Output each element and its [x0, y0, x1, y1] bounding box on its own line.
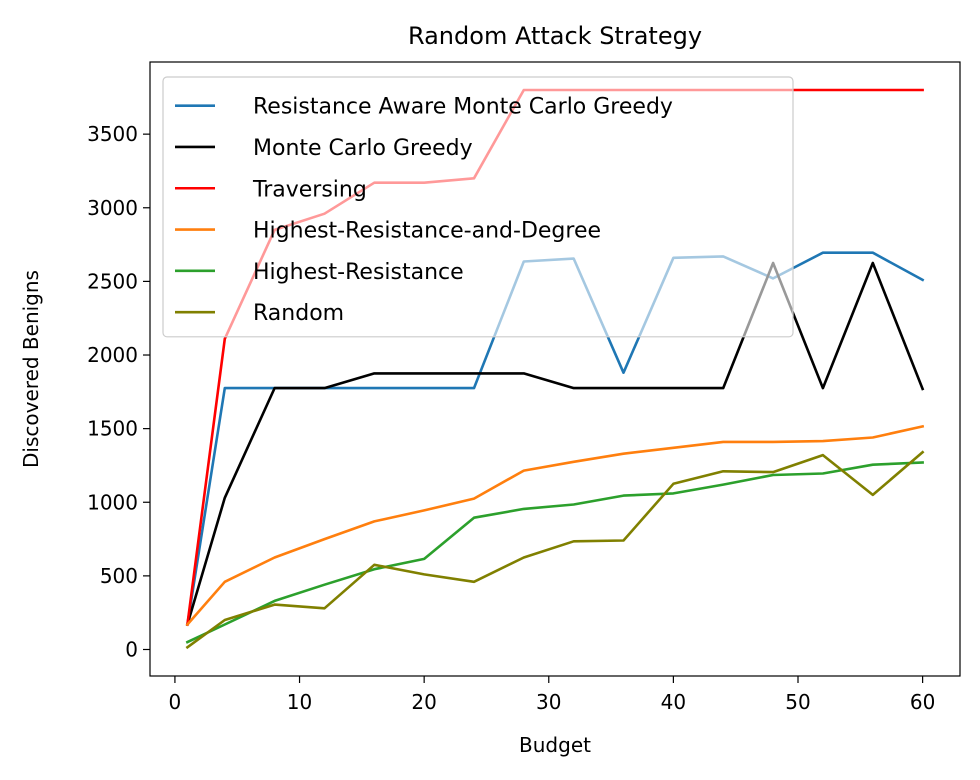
y-tick-label: 2500: [87, 269, 138, 293]
legend-label: Resistance Aware Monte Carlo Greedy: [253, 95, 673, 120]
x-axis-label: Budget: [519, 733, 591, 757]
legend: Resistance Aware Monte Carlo Greedy Monte…: [162, 76, 794, 338]
axes-frame: [149, 61, 961, 677]
series-line-2: [185, 261, 925, 627]
legend-label: Highest-Resistance-and-Degree: [253, 219, 601, 244]
y-tick-label: 1000: [87, 490, 138, 514]
series-line-4: [185, 424, 925, 627]
y-tick-label: 0: [125, 637, 138, 661]
x-tick-label: 30: [536, 690, 561, 714]
y-tick-label: 3000: [87, 196, 138, 220]
y-axis-label: Discovered Benigns: [19, 270, 43, 468]
series-line-5: [185, 461, 924, 644]
y-axis: 0 500 1000 1500 2000 2500 3000 3500: [87, 122, 150, 661]
y-tick-label: 1500: [87, 417, 138, 441]
legend-label: Traversing: [252, 177, 367, 202]
x-tick-label: 60: [910, 690, 935, 714]
legend-box: [162, 76, 794, 338]
y-tick-label: 500: [100, 564, 138, 588]
x-tick-label: 0: [169, 690, 182, 714]
y-tick-label: 2000: [87, 343, 138, 367]
x-tick-label: 50: [785, 690, 810, 714]
chart-title: Random Attack Strategy: [408, 22, 702, 50]
series-line-6: [185, 450, 925, 650]
legend-label: Highest-Resistance: [253, 260, 464, 285]
x-tick-label: 20: [411, 690, 436, 714]
legend-label: Random: [253, 301, 344, 326]
x-axis: 0 10 20 30 40 50 60: [169, 676, 935, 714]
x-tick-label: 10: [287, 690, 312, 714]
x-tick-label: 40: [661, 690, 686, 714]
y-tick-label: 3500: [87, 122, 138, 146]
legend-label: Monte Carlo Greedy: [253, 136, 473, 161]
